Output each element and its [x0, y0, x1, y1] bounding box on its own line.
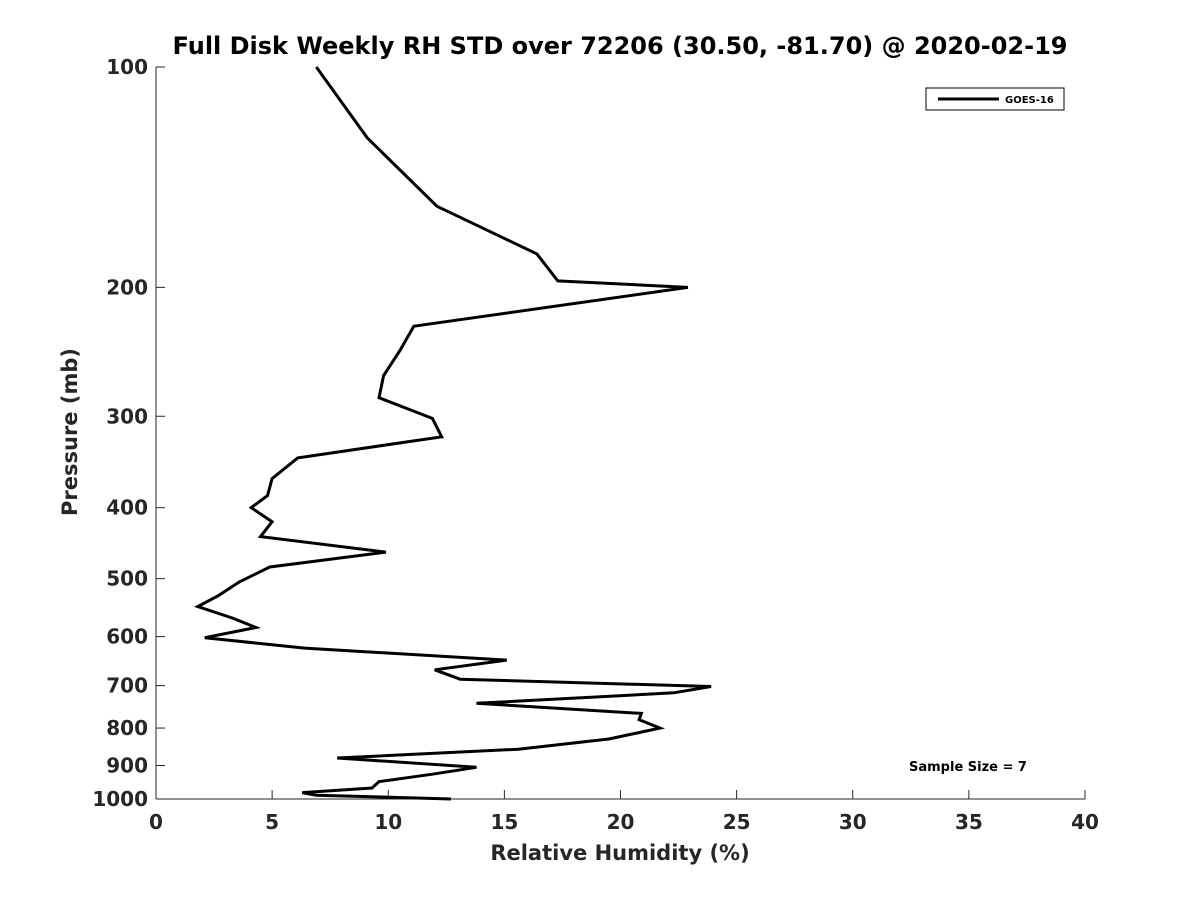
x-tick-label: 15	[490, 810, 518, 834]
y-axis: 100 200 300 400 500 600 700 800 900 1000	[92, 55, 165, 811]
y-tick-label: 900	[106, 754, 148, 778]
x-axis-label: Relative Humidity (%)	[490, 841, 749, 865]
legend-label-goes16: GOES-16	[1005, 95, 1054, 106]
x-tick-label: 10	[374, 810, 402, 834]
y-tick-label: 800	[106, 716, 148, 740]
x-tick-label: 5	[265, 810, 279, 834]
x-axis: 0 5 10 15 20 25 30 35 40	[149, 790, 1099, 834]
y-tick-label: 700	[106, 674, 148, 698]
y-tick-label: 200	[106, 275, 148, 299]
x-tick-label: 35	[955, 810, 983, 834]
plot-area	[155, 67, 1085, 800]
chart-title: Full Disk Weekly RH STD over 72206 (30.5…	[173, 32, 1068, 60]
x-tick-label: 0	[149, 810, 163, 834]
y-tick-label: 1000	[92, 787, 148, 811]
series-line-goes16	[194, 66, 712, 801]
y-tick-label: 400	[106, 496, 148, 520]
legend: GOES-16	[925, 87, 1065, 111]
sample-size-annotation: Sample Size = 7	[909, 760, 1027, 775]
y-tick-label: 500	[106, 567, 148, 591]
y-tick-label: 600	[106, 625, 148, 649]
y-tick-label: 100	[106, 55, 148, 79]
y-tick-label: 300	[106, 404, 148, 428]
y-axis-label: Pressure (mb)	[58, 348, 82, 516]
x-tick-label: 30	[839, 810, 867, 834]
x-tick-label: 40	[1071, 810, 1099, 834]
series-layer	[194, 66, 712, 801]
x-tick-label: 25	[723, 810, 751, 834]
x-tick-label: 20	[607, 810, 635, 834]
